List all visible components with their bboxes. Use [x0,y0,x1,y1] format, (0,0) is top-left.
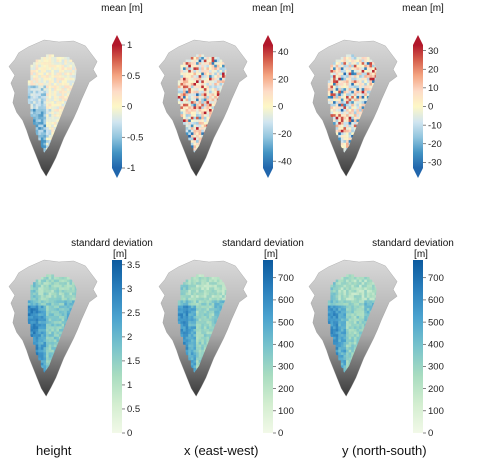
colorbar-tick-label: 0 [127,102,132,113]
column-label-height: height [36,443,72,458]
map-panel-6 [308,259,398,397]
colorbar-gradient [263,260,273,433]
colorbar-title: standard deviation [222,238,304,249]
colorbar-gradient [112,260,122,433]
colorbar-tick-label: -0.5 [127,132,143,143]
colorbar-tick-label: 600 [278,295,294,306]
colorbar-tick-label: 300 [278,362,294,373]
colorbar-tick-label: 3 [127,284,132,295]
colorbar-gradient [263,45,273,168]
colorbar-5: 0 100 200 300 400 500 600 700 standard deviation… [222,238,304,439]
colorbar-tick-label: 500 [428,317,444,328]
colorbar-4: 0 0.5 1 1.5 2 2.5 3 3.5 standard deviation[m] [71,238,153,439]
colorbar-tick-label: 700 [278,273,294,284]
colorbar-arrow-up [413,35,423,45]
colorbar-tick-label: 0 [278,428,283,439]
colorbar-tick-label: 0 [127,428,132,439]
colorbar-tick-label: 1.5 [127,356,140,367]
colorbar-tick-label: 40 [278,47,289,58]
colorbar-6: 0 100 200 300 400 500 600 700 standard deviation… [372,238,454,439]
column-label-y: y (north-south) [342,443,427,458]
colorbar-tick-label: -20 [278,129,292,140]
colorbar-1: -1 -0.5 0 0.5 1 mean [m] [101,3,143,178]
colorbar-tick-label: -20 [428,139,442,150]
map-panel-4 [8,259,98,397]
map-panel-1 [8,39,98,177]
colorbar-tick-label: 0 [278,102,283,113]
colorbar-arrow-down [413,168,423,178]
colorbar-arrow-down [112,168,122,178]
colorbar-tick-label: 100 [428,406,444,417]
colorbar-tick-label: 600 [428,295,444,306]
colorbar-tick-label: 10 [428,83,439,94]
colorbar-tick-label: -30 [428,158,442,169]
colorbar-tick-label: 0 [428,102,433,113]
colorbar-title-unit: [m] [264,249,278,260]
colorbar-tick-label: 20 [428,64,439,75]
column-label-x: x (east-west) [184,443,259,458]
colorbar-arrow-up [263,35,273,45]
colorbar-2: -40 -20 0 20 40 mean [m] [252,3,294,178]
colorbar-title: standard deviation [372,238,454,249]
colorbar-title: mean [m] [101,3,143,14]
map-panel-5 [158,259,248,397]
colorbar-title: standard deviation [71,238,153,249]
colorbar-tick-label: -1 [127,163,135,174]
colorbar-3: -30 -20 -10 0 10 20 30 mean [m] [402,3,444,178]
colorbar-title: mean [m] [252,3,294,14]
colorbar-tick-label: 100 [278,406,294,417]
colorbar-tick-label: 0.5 [127,404,140,415]
colorbar-arrow-up [112,35,122,45]
colorbar-tick-label: -10 [428,120,442,131]
colorbar-gradient [413,45,423,168]
data-cells [177,54,227,153]
colorbar-tick-label: 300 [428,362,444,373]
colorbar-tick-label: 1 [127,380,132,391]
colorbar-tick-label: 3.5 [127,260,140,271]
colorbar-tick-label: 2.5 [127,308,140,319]
colorbar-tick-label: -40 [278,156,292,167]
colorbar-tick-label: 400 [278,339,294,350]
colorbar-gradient [413,260,423,433]
colorbar-tick-label: 2 [127,332,132,343]
colorbar-tick-label: 200 [278,384,294,395]
colorbar-tick-label: 700 [428,273,444,284]
data-cells [327,54,377,153]
colorbar-tick-label: 200 [428,384,444,395]
colorbar-tick-label: 30 [428,46,439,57]
colorbar-tick-label: 0.5 [127,71,140,82]
colorbar-title-unit: [m] [113,249,127,260]
colorbar-gradient [112,45,122,168]
data-cells [327,274,377,373]
colorbar-tick-label: 400 [428,339,444,350]
map-panel-3 [308,39,398,177]
colorbar-arrow-down [263,168,273,178]
colorbar-title-unit: [m] [414,249,428,260]
colorbar-tick-label: 1 [127,40,132,51]
colorbar-tick-label: 20 [278,74,289,85]
colorbar-title: mean [m] [402,3,444,14]
colorbar-tick-label: 500 [278,317,294,328]
colorbar-tick-label: 0 [428,428,433,439]
map-panel-2 [158,39,248,177]
